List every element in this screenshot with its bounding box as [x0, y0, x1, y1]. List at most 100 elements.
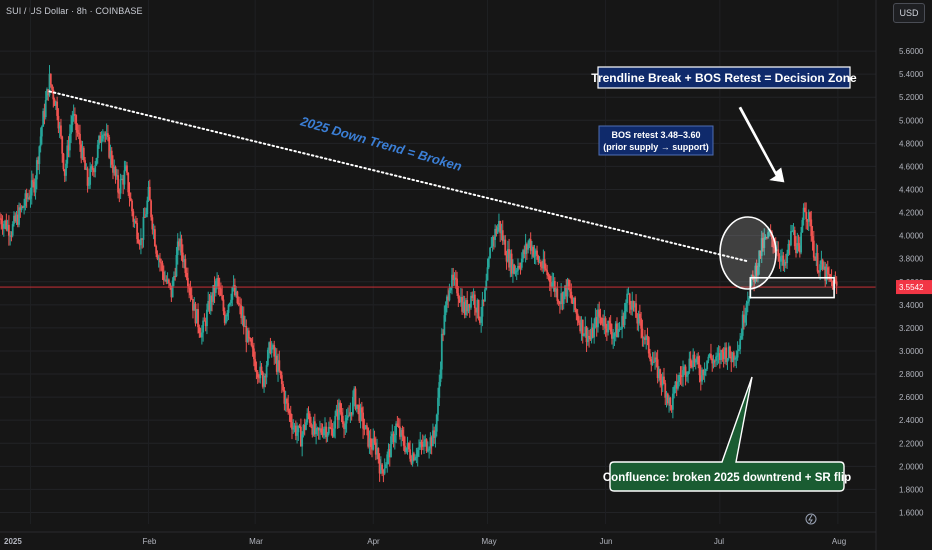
candle-body [232, 285, 235, 288]
y-tick-label: 5.0000 [899, 116, 924, 125]
candle-body [251, 345, 254, 349]
candle-body [609, 323, 612, 332]
candle-body [61, 136, 64, 154]
candle-body [435, 414, 438, 432]
candle-body [778, 256, 781, 262]
candle-body [56, 101, 59, 116]
candle-body [221, 295, 224, 300]
candle-body [691, 366, 693, 368]
candle-body [680, 375, 683, 377]
candle-body [604, 318, 607, 329]
candle-body [423, 441, 425, 447]
candle-body [547, 275, 550, 277]
candle-body [66, 145, 69, 164]
candle-body [767, 232, 769, 238]
candle-body [305, 422, 307, 430]
candle-body [595, 317, 598, 328]
candle-body [722, 352, 725, 360]
candle-body [787, 244, 790, 254]
candle-body [503, 239, 505, 242]
candle-body [659, 369, 662, 381]
candle-body [142, 216, 145, 240]
breakout-circle[interactable] [719, 216, 777, 290]
candle-body [570, 291, 573, 300]
event-icon[interactable] [805, 513, 817, 525]
candle-body [223, 311, 226, 323]
candle-body [773, 247, 776, 249]
candle-body [635, 303, 637, 318]
candle-body [244, 326, 246, 328]
candle-body [255, 369, 258, 373]
candle-body [743, 314, 745, 323]
candle-body [630, 304, 632, 310]
candle-body [20, 206, 23, 211]
candle-body [319, 428, 321, 431]
candle-body [475, 308, 477, 313]
candle-body [298, 425, 301, 427]
candle-body [641, 328, 644, 338]
candle-body [556, 288, 559, 301]
candle-body [590, 327, 593, 340]
candle-body [707, 356, 710, 361]
candle-body [5, 220, 8, 230]
candle-body [486, 267, 489, 281]
candle-body [165, 279, 168, 282]
bos-retest-line1: BOS retest 3.48–3.60 [611, 130, 700, 140]
candle-body [296, 432, 298, 436]
candle-body [802, 207, 805, 221]
candle-body [612, 336, 615, 339]
candle-body [538, 262, 541, 264]
candle-body [759, 250, 762, 256]
candle-body [123, 170, 126, 185]
candle-body [70, 124, 72, 134]
candle-body [294, 425, 297, 436]
candle-body [580, 319, 583, 332]
candle-body [148, 186, 151, 201]
candle-body [617, 329, 620, 338]
candle-body [689, 358, 692, 367]
candle-body [131, 200, 133, 212]
candle-body [744, 315, 747, 323]
candle-body [381, 464, 384, 470]
candle-body [624, 303, 627, 311]
candle-body [93, 169, 95, 173]
candle-body [567, 279, 570, 289]
candle-body [605, 328, 608, 333]
candle-body [207, 301, 210, 310]
candle-body [76, 130, 79, 133]
candle-body [273, 345, 276, 357]
currency-button[interactable]: USD [893, 3, 925, 23]
confluence-callout [609, 376, 845, 492]
candle-body [831, 280, 834, 290]
candle-body [437, 397, 439, 415]
candle-body [254, 359, 257, 370]
candle-body [110, 150, 113, 165]
candle-body [43, 111, 46, 118]
candle-body [485, 280, 488, 290]
candle-body [134, 220, 137, 224]
candle-body [310, 423, 312, 427]
y-tick-label: 3.4000 [899, 301, 924, 310]
candle-body [6, 224, 9, 230]
candle-body [741, 314, 744, 336]
candle-body [220, 288, 222, 296]
candle-body [345, 417, 348, 424]
candle-body [470, 295, 472, 308]
candle-body [736, 351, 739, 358]
candle-body [784, 261, 787, 264]
candle-body [404, 445, 406, 452]
bos-retest-line2: (prior supply → support) [603, 142, 709, 152]
bos-zone-box[interactable] [749, 276, 835, 299]
candle-body [566, 279, 569, 297]
candle-body [711, 358, 714, 364]
candle-body [591, 327, 594, 338]
downtrend-line[interactable] [48, 90, 748, 263]
candle-body [11, 224, 14, 236]
candle-body [399, 426, 401, 437]
candle-body [82, 147, 85, 161]
candle-body [143, 216, 146, 218]
candle-body [357, 404, 359, 406]
candle-body [820, 259, 823, 265]
candle-body [301, 434, 304, 447]
